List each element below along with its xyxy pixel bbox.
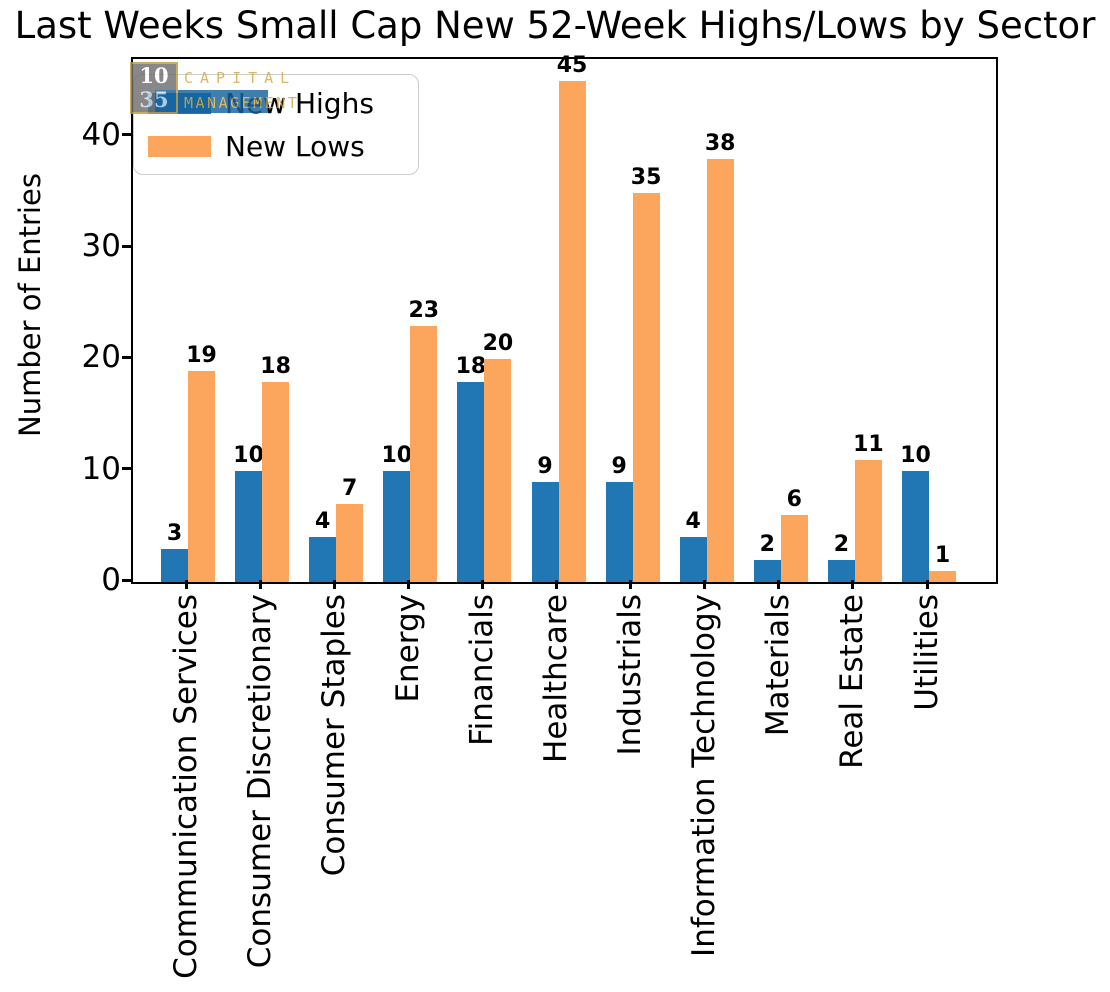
bar-value-label: 3	[166, 521, 183, 546]
bar-new-highs	[902, 471, 929, 582]
x-tick-label: Utilities	[908, 594, 945, 711]
bar-new-lows	[410, 326, 438, 582]
bar-value-label: 9	[537, 454, 553, 479]
legend-label-new-highs: New Highs	[225, 87, 374, 120]
bar-new-highs	[531, 482, 559, 582]
y-tick-label: 0	[101, 562, 121, 598]
y-tick-mark	[122, 467, 131, 471]
chart-title: Last Weeks Small Cap New 52-Week Highs/L…	[14, 4, 1096, 47]
bar-value-label: 10	[900, 443, 931, 468]
bar-value-label: 19	[186, 343, 217, 368]
bar-value-label: 2	[759, 532, 775, 557]
bar-new-highs	[383, 471, 411, 582]
bar-new-highs	[457, 382, 485, 582]
y-tick-label: 10	[81, 450, 121, 487]
bar-value-label: 4	[315, 509, 331, 534]
x-tick-mark	[184, 580, 188, 589]
x-tick-label: Industrials	[612, 594, 649, 756]
bar-value-label: 7	[342, 476, 358, 501]
bar-value-label: 2	[833, 532, 850, 557]
y-tick-label: 20	[81, 339, 121, 376]
bar-value-label: 18	[260, 354, 291, 379]
bar-new-lows	[336, 504, 364, 582]
bar-value-label: 45	[556, 53, 588, 78]
bar-new-highs	[235, 471, 263, 582]
x-tick-mark	[629, 580, 633, 589]
x-tick-label: Communication Services	[167, 594, 204, 979]
y-tick-mark	[122, 355, 131, 359]
legend-swatch-new-lows	[148, 136, 211, 157]
bar-value-label: 1	[934, 543, 951, 568]
bar-new-lows	[929, 571, 956, 582]
legend-swatch-new-highs	[148, 93, 211, 114]
bar-value-label: 10	[381, 443, 413, 468]
bar-new-lows	[188, 371, 215, 582]
bar-value-label: 35	[630, 165, 662, 190]
x-tick-mark	[851, 580, 855, 589]
x-tick-label: Real Estate	[834, 594, 871, 769]
bar-value-label: 18	[455, 354, 487, 379]
x-tick-label: Information Technology	[686, 594, 723, 957]
bar-value-label: 11	[853, 432, 884, 457]
x-tick-mark	[406, 580, 410, 589]
y-axis-label: Number of Entries	[13, 173, 47, 437]
legend: New Highs New Lows	[133, 74, 419, 175]
bar-new-lows	[780, 515, 808, 582]
y-tick-mark	[122, 244, 131, 248]
bar-new-highs	[679, 537, 707, 582]
x-tick-label: Consumer Staples	[315, 594, 352, 877]
bar-value-label: 23	[408, 298, 440, 323]
x-tick-mark	[777, 580, 781, 589]
bar-value-label: 10	[233, 443, 264, 468]
bar-new-highs	[753, 560, 781, 582]
x-tick-mark	[332, 580, 336, 589]
y-tick-mark	[122, 133, 131, 137]
bar-new-highs	[161, 549, 188, 582]
bar-new-lows	[558, 81, 586, 582]
bar-value-label: 38	[704, 131, 736, 156]
x-tick-label: Financials	[463, 594, 500, 746]
x-tick-label: Energy	[389, 594, 426, 703]
bar-value-label: 20	[482, 331, 514, 356]
x-tick-mark	[703, 580, 707, 589]
bar-new-lows	[854, 460, 882, 582]
bar-value-label: 4	[685, 509, 701, 534]
x-tick-label: Materials	[760, 594, 797, 737]
x-tick-mark	[555, 580, 558, 589]
y-tick-mark	[122, 578, 131, 582]
bar-value-label: 9	[611, 454, 627, 479]
bar-new-highs	[309, 537, 337, 582]
y-tick-label: 30	[81, 228, 121, 265]
bar-new-lows	[484, 359, 512, 582]
x-tick-mark	[925, 580, 929, 589]
plot-area: 3 19 10 18 4 7 10 23 18 20 9 45 9 35 4 38 2 6 2 11 10 1	[131, 53, 998, 584]
bar-new-highs	[827, 560, 855, 582]
bar-new-lows	[632, 193, 660, 582]
legend-label-new-lows: New Lows	[225, 130, 365, 163]
x-tick-label: Consumer Discretionary	[241, 594, 278, 969]
y-tick-label: 40	[81, 116, 121, 153]
bar-new-highs	[605, 482, 633, 582]
bar-value-label: 6	[786, 487, 802, 512]
x-tick-label: Healthcare	[538, 594, 574, 763]
bar-new-lows	[262, 382, 290, 582]
x-tick-mark	[258, 580, 262, 589]
bar-new-lows	[706, 159, 734, 582]
x-tick-mark	[480, 580, 484, 589]
